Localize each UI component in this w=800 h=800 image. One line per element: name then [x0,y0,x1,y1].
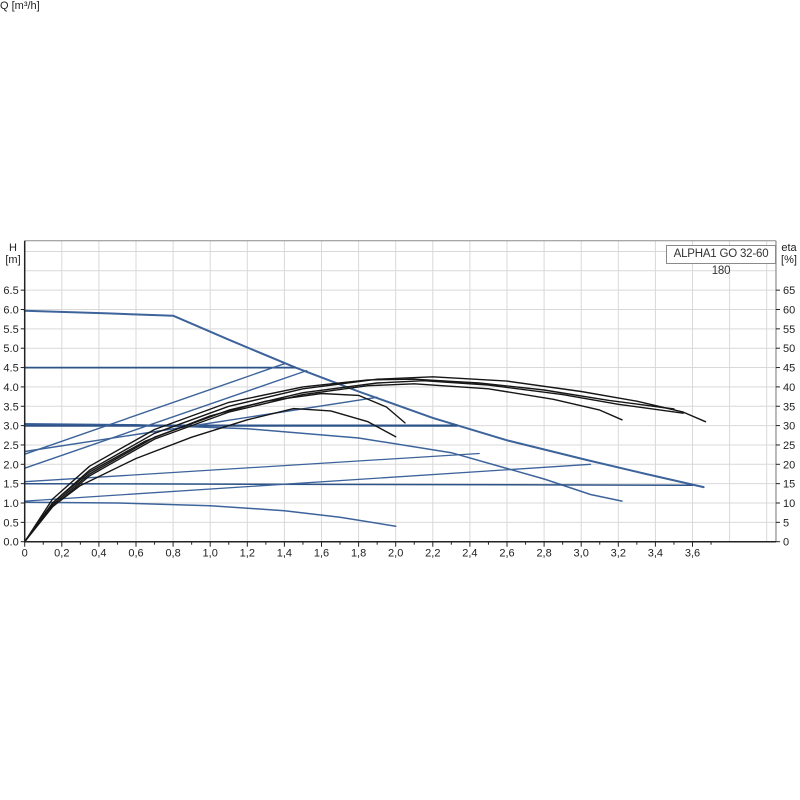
x-tick-label: 2,4 [462,548,477,560]
x-tick-label: 2,8 [536,548,551,560]
right-tick-label: 15 [783,479,795,491]
right-axis-ticks: 0 5 10 15 20 25 30 35 40 45 50 55 60 65 [775,285,795,549]
left-axis-unit-label: H [m] [2,242,24,266]
x-tick-label: 1,2 [240,548,255,560]
x-tick-label: 3,0 [574,548,589,560]
right-tick-label: 30 [783,421,795,433]
right-tick-label: 60 [783,305,795,317]
curve-speed-I-H [23,501,397,527]
right-tick-label: 45 [783,363,795,375]
left-axis-ticks: 0.0 0.5 1.0 1.5 2.0 2.5 3.0 3.5 4.0 4.5 5.0 5.5 6.0 6… [3,285,25,549]
left-tick-label: 6.0 [3,305,18,317]
curve-const-pressure-1.5 [23,482,694,486]
curves [23,309,707,543]
plot-frame [24,240,777,542]
right-tick-label: 65 [783,285,795,297]
left-tick-label: 1.5 [3,479,18,491]
x-tick-label: 0 [22,548,28,560]
right-tick-label: 40 [783,382,795,394]
x-axis-unit-label: Q [m³/h] [0,0,40,12]
right-tick-label: 50 [783,343,795,355]
x-tick-label: 3,4 [648,548,663,560]
x-tick-label: 1,4 [277,548,292,560]
left-tick-label: 0.5 [3,517,18,529]
x-tick-label: 0,2 [54,548,69,560]
x-tick-label: 1,0 [203,548,218,560]
right-tick-label: 35 [783,401,795,413]
left-tick-label: 6.5 [3,285,18,297]
right-tick-label: 5 [783,517,789,529]
curve-prop-pressure-low-b [24,463,592,502]
x-tick-label: 2,2 [425,548,440,560]
left-tick-label: 3.5 [3,401,18,413]
curve-prop-pressure-3 [24,363,286,455]
right-axis-unit-label: eta [%] [778,242,800,266]
x-tick-label: 3,6 [685,548,700,560]
x-tick-label: 3,2 [611,548,626,560]
right-axis-unit-line1: eta [781,242,797,254]
x-tick-label: 1,6 [314,548,329,560]
left-tick-label: 5.5 [3,324,18,336]
chart-title-box: ALPHA1 GO 32-60 180 [666,245,776,277]
left-axis-unit-line1: H [9,242,17,254]
left-axis-unit-line2: [m] [5,254,21,266]
left-tick-label: 5.0 [3,343,18,355]
right-tick-label: 0 [783,537,789,549]
left-tick-label: 4.5 [3,363,18,375]
left-tick-label: 4.0 [3,382,18,394]
x-tick-label: 2,0 [388,548,403,560]
x-axis-ticks: 0 0,2 0,4 0,6 0,8 1,0 1,2 1,4 1,6 1,8 2,0 2,2 2,4 2,6… [22,541,712,560]
right-tick-label: 55 [783,324,795,336]
x-tick-label: 0,4 [91,548,106,560]
right-tick-label: 10 [783,498,795,510]
curve-eta-speed-I [24,407,397,543]
axes [23,240,776,543]
curve-prop-pressure-2 [24,369,308,469]
left-tick-label: 2.0 [3,459,18,471]
curve-speed-III-H [23,309,705,489]
right-tick-label: 25 [783,440,795,452]
gridlines [24,240,776,542]
curve-eta-speed-II [24,383,623,543]
left-tick-label: 2.5 [3,440,18,452]
right-tick-label: 20 [783,459,795,471]
x-tick-label: 1,8 [351,548,366,560]
x-tick-label: 0,8 [165,548,180,560]
curve-eta-curve-5 [24,392,406,543]
left-tick-label: 3.0 [3,421,18,433]
curve-eta-curve-4 [24,378,675,543]
left-tick-label: 0.0 [3,537,18,549]
curve-eta-curve-2 [24,380,684,543]
curve-prop-pressure-low-a [24,452,480,483]
x-tick-label: 2,6 [499,548,514,560]
left-tick-label: 1.0 [3,498,18,510]
x-tick-label: 0,6 [128,548,143,560]
right-axis-unit-line2: [%] [781,254,797,266]
